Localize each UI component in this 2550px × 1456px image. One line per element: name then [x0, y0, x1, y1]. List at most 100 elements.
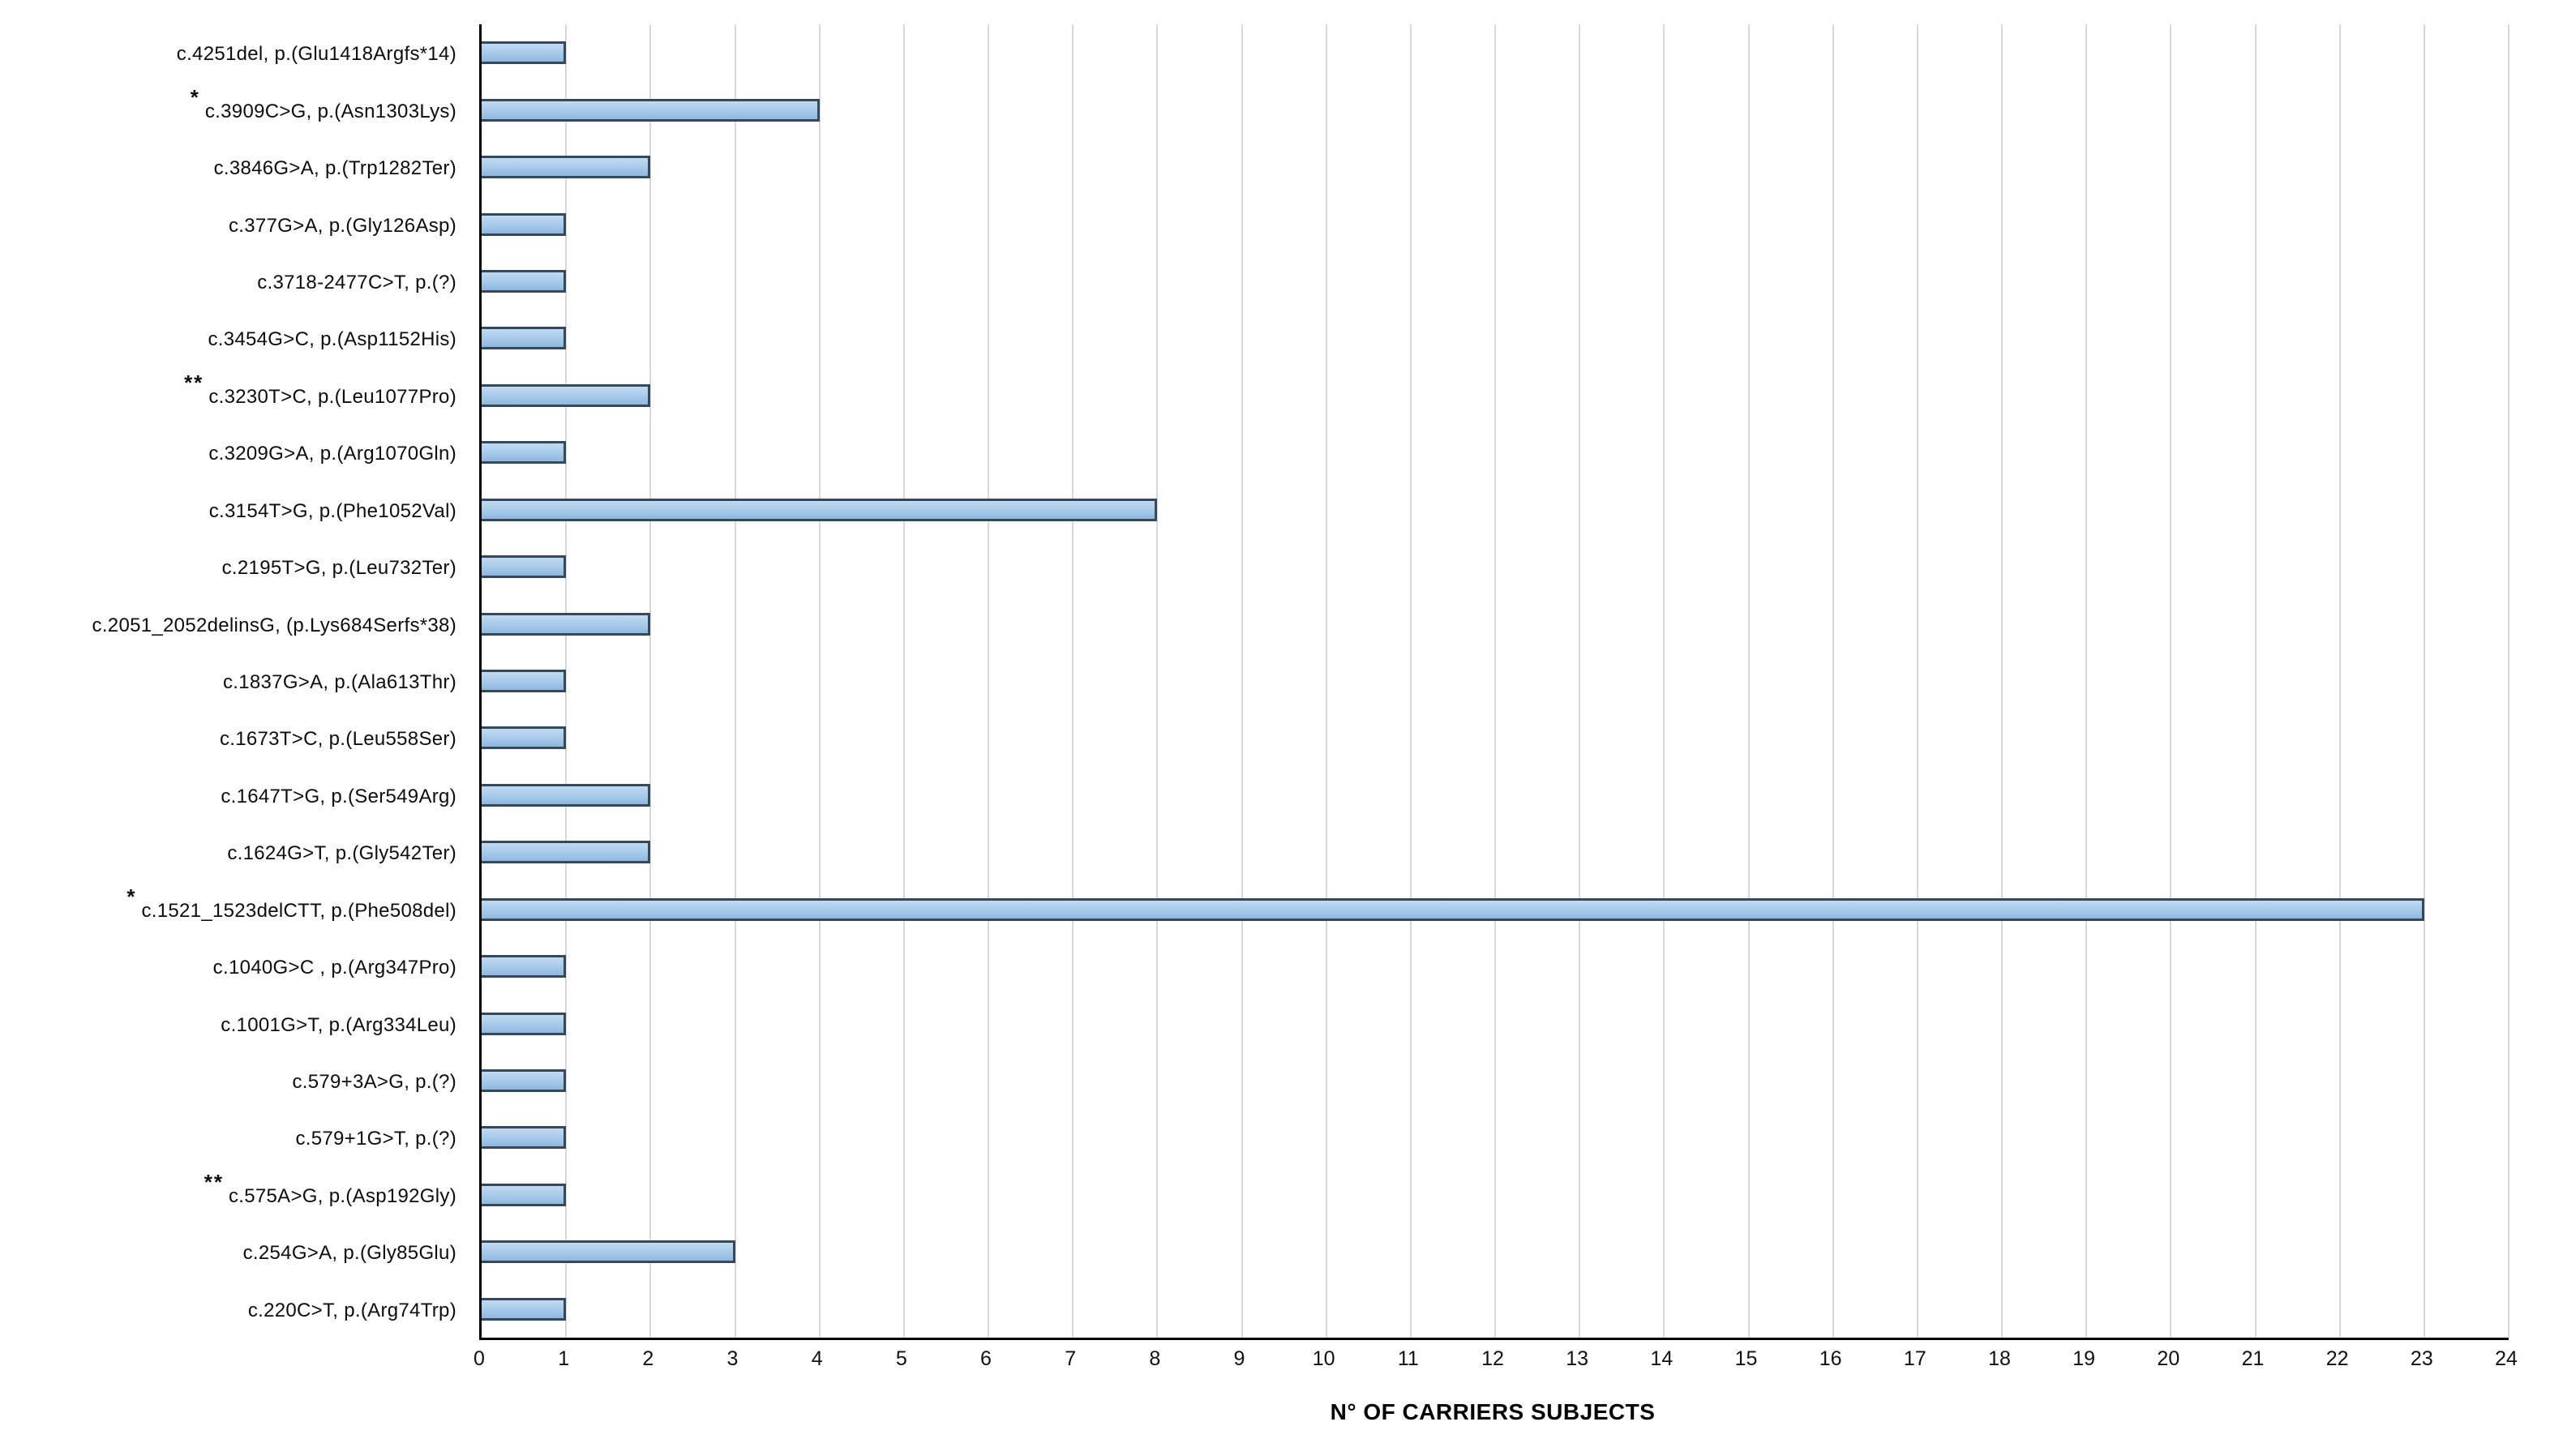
category-label: *c.1521_1523delCTT, p.(Phe508del)	[126, 886, 456, 923]
category-label: c.4251del, p.(Glu1418Argfs*14)	[172, 40, 456, 66]
x-tick-label: 8	[1149, 1347, 1161, 1370]
bar	[482, 726, 567, 750]
bar	[482, 1069, 567, 1093]
x-tick-label: 16	[1819, 1347, 1842, 1370]
category-label: c.1040G>C , p.(Arg347Pro)	[208, 953, 456, 979]
x-axis-ticks: 0 1 2 3 4 5 6 7 8 9 10 11 12 13 14 15 16 17 18 19 20 21 22 23 24	[474, 1347, 2518, 1377]
category-label: c.1673T>C, p.(Leu558Ser)	[215, 725, 456, 751]
x-tick-label: 22	[2325, 1347, 2349, 1370]
x-tick-label: 7	[1065, 1347, 1077, 1370]
gridline	[2338, 24, 2341, 1338]
bar	[482, 1012, 567, 1035]
category-label-text: c.377G>A, p.(Gly126Asp)	[228, 214, 456, 237]
x-tick-label: 10	[1312, 1347, 1335, 1370]
category-label-text: c.1040G>C , p.(Arg347Pro)	[212, 957, 456, 979]
x-tick-label: 14	[1650, 1347, 1674, 1370]
bar	[482, 1297, 567, 1321]
gridline	[1156, 24, 1159, 1338]
category-label-text: c.3718-2477C>T, p.(?)	[257, 271, 456, 293]
x-tick-label: 9	[1233, 1347, 1245, 1370]
bar	[482, 212, 567, 236]
category-label-text: c.1837G>A, p.(Ala613Thr)	[222, 671, 456, 693]
category-label: c.2051_2052delinsG, (p.Lys684Serfs*38)	[88, 611, 456, 637]
bar	[482, 327, 567, 350]
category-axis-labels: c.4251del, p.(Glu1418Argfs*14) *c.3909C>G…	[0, 24, 468, 1338]
gridline	[2170, 24, 2172, 1338]
bar	[482, 383, 651, 407]
x-tick-label: 2	[642, 1347, 654, 1370]
bar	[482, 897, 2424, 921]
category-label-text: c.1521_1523delCTT, p.(Phe508del)	[141, 899, 456, 922]
x-tick-label: 19	[2072, 1347, 2096, 1370]
category-label-text: c.1624G>T, p.(Gly542Ter)	[227, 842, 456, 865]
bar	[482, 156, 651, 179]
category-label-text: c.3846G>A, p.(Trp1282Ter)	[213, 157, 456, 180]
gridline	[1916, 24, 1918, 1338]
category-label: c.1837G>A, p.(Ala613Thr)	[218, 668, 456, 694]
bar	[482, 955, 567, 979]
gridline	[2001, 24, 2003, 1338]
significance-mark: *	[126, 884, 137, 909]
x-tick-label: 18	[1988, 1347, 2011, 1370]
gridline	[1747, 24, 1750, 1338]
gridline	[1241, 24, 1243, 1338]
x-tick-label: 4	[811, 1347, 823, 1370]
bar	[482, 841, 651, 864]
gridline	[565, 24, 568, 1338]
x-axis-title: N° OF CARRIERS SUBJECTS	[1330, 1399, 1656, 1424]
category-label: c.254G>A, p.(Gly85Glu)	[238, 1239, 456, 1265]
category-label: c.1001G>T, p.(Arg334Leu)	[216, 1011, 456, 1037]
bar	[482, 555, 567, 579]
bar	[482, 1183, 567, 1206]
category-label-text: c.4251del, p.(Glu1418Argfs*14)	[176, 43, 456, 66]
category-label-text: c.1673T>C, p.(Leu558Ser)	[219, 728, 456, 751]
gridline	[988, 24, 989, 1338]
x-tick-label: 23	[2410, 1347, 2433, 1370]
category-label-text: c.3909C>G, p.(Asn1303Lys)	[204, 100, 456, 122]
category-label-text: c.1001G>T, p.(Arg334Leu)	[221, 1013, 456, 1036]
category-label-text: c.575A>G, p.(Asp192Gly)	[228, 1184, 456, 1207]
category-label-text: c.579+3A>G, p.(?)	[292, 1071, 456, 1094]
category-label-text: c.220C>T, p.(Arg74Trp)	[247, 1299, 456, 1321]
category-label-text: c.3230T>C, p.(Leu1077Pro)	[208, 385, 456, 408]
category-label: c.1624G>T, p.(Gly542Ter)	[222, 839, 456, 865]
x-tick-label: 0	[474, 1347, 485, 1370]
x-tick-label: 17	[1903, 1347, 1926, 1370]
category-label-text: c.2195T>G, p.(Leu732Ter)	[221, 557, 456, 580]
category-label: c.377G>A, p.(Gly126Asp)	[224, 212, 456, 238]
bar	[482, 612, 651, 636]
category-label-text: c.3154T>G, p.(Phe1052Val)	[208, 499, 456, 522]
gridline	[1072, 24, 1074, 1338]
bar	[482, 1126, 567, 1150]
category-label: **c.3230T>C, p.(Leu1077Pro)	[184, 372, 456, 409]
category-label: c.2195T>G, p.(Leu732Ter)	[217, 554, 456, 580]
category-label: c.3454G>C, p.(Asp1152His)	[203, 325, 456, 351]
category-label: c.3846G>A, p.(Trp1282Ter)	[209, 154, 456, 180]
category-label: c.3154T>G, p.(Phe1052Val)	[204, 497, 456, 523]
bar	[482, 269, 567, 293]
category-label: c.3718-2477C>T, p.(?)	[252, 268, 456, 294]
category-label-text: c.2051_2052delinsG, (p.Lys684Serfs*38)	[92, 614, 456, 636]
bar	[482, 41, 567, 65]
gridline	[1579, 24, 1581, 1338]
gridline	[649, 24, 652, 1338]
category-label: c.579+1G>T, p.(?)	[290, 1124, 456, 1150]
gridline	[818, 24, 821, 1338]
x-tick-label: 12	[1481, 1347, 1504, 1370]
bar	[482, 1240, 735, 1264]
category-label-text: c.254G>A, p.(Gly85Glu)	[242, 1242, 456, 1265]
gridline	[1832, 24, 1834, 1338]
category-label-text: c.579+1G>T, p.(?)	[295, 1128, 456, 1150]
x-tick-label: 13	[1566, 1347, 1589, 1370]
category-label: *c.3909C>G, p.(Asn1303Lys)	[191, 87, 456, 123]
x-tick-label: 6	[980, 1347, 992, 1370]
category-label: c.3209G>A, p.(Arg1070Gln)	[204, 439, 456, 465]
gridline	[1494, 24, 1496, 1338]
x-tick-label: 11	[1397, 1347, 1419, 1370]
x-tick-label: 1	[558, 1347, 570, 1370]
significance-mark: **	[204, 1169, 224, 1194]
bar	[482, 98, 820, 122]
x-tick-label: 21	[2241, 1347, 2265, 1370]
gridline	[2508, 24, 2509, 1338]
